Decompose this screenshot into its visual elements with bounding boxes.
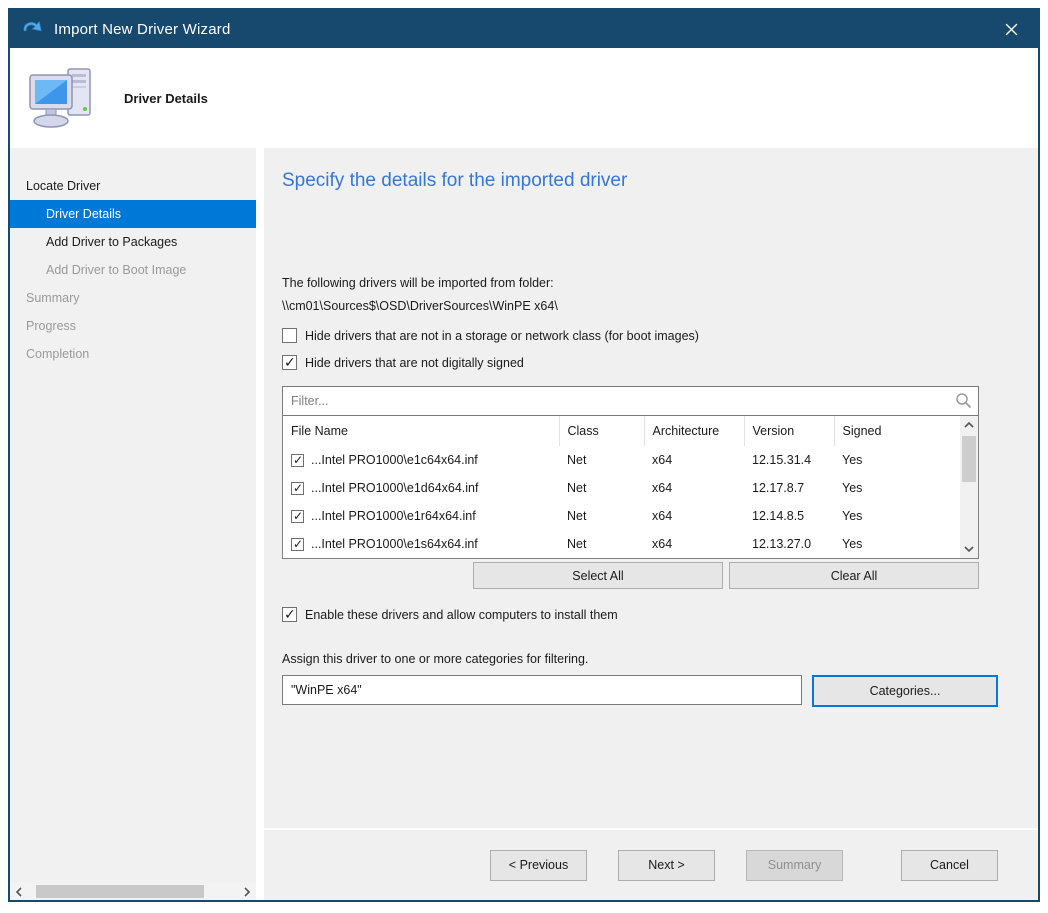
driver-row[interactable]: ...Intel PRO1000\e1c64x64.inf Net x64 12… — [283, 446, 962, 474]
row-checkbox[interactable] — [291, 481, 304, 495]
scroll-right-icon[interactable] — [238, 883, 256, 900]
architecture-cell: x64 — [652, 509, 673, 523]
wizard-header: Driver Details — [10, 48, 1038, 148]
step-summary: Summary — [26, 291, 80, 305]
hide-storage-checkbox[interactable] — [282, 328, 297, 343]
search-icon — [956, 393, 972, 409]
step-add-driver-to-boot-image: Add Driver to Boot Image — [46, 263, 187, 277]
enable-drivers-label: Enable these drivers and allow computers… — [305, 607, 618, 622]
signed-cell: Yes — [842, 537, 863, 551]
version-cell: 12.15.31.4 — [752, 453, 812, 467]
step-progress: Progress — [26, 319, 77, 333]
hide-unsigned-checkbox-row[interactable]: Hide drivers that are not digitally sign… — [282, 354, 1000, 371]
driver-row[interactable]: ...Intel PRO1000\e1d64x64.inf Net x64 12… — [283, 474, 962, 502]
row-checkbox[interactable] — [291, 509, 304, 523]
category-input[interactable] — [282, 675, 802, 705]
scroll-up-icon[interactable] — [960, 416, 978, 434]
summary-button: Summary — [746, 849, 843, 881]
class-cell: Net — [567, 481, 587, 495]
col-file-name[interactable]: File Name — [283, 416, 560, 446]
col-architecture[interactable]: Architecture — [644, 416, 745, 446]
assign-category-label: Assign this driver to one or more catego… — [282, 652, 589, 666]
version-cell: 12.13.27.0 — [752, 537, 812, 551]
architecture-cell: x64 — [652, 453, 673, 467]
scrollbar-thumb[interactable] — [36, 885, 204, 898]
filter-input[interactable] — [282, 386, 979, 416]
class-cell: Net — [567, 509, 587, 523]
cancel-button[interactable]: Cancel — [901, 849, 998, 881]
window-title: Import New Driver Wizard — [54, 20, 231, 38]
panel-divider — [256, 148, 264, 900]
scrollbar-thumb[interactable] — [962, 436, 976, 482]
col-class[interactable]: Class — [559, 416, 645, 446]
page-title: Driver Details — [124, 90, 208, 106]
enable-drivers-checkbox[interactable] — [282, 606, 297, 623]
step-locate-driver[interactable]: Locate Driver — [26, 179, 101, 193]
step-completion: Completion — [26, 347, 90, 361]
architecture-cell: x64 — [652, 537, 673, 551]
select-all-button[interactable]: Select All — [473, 562, 723, 589]
computer-icon — [29, 68, 91, 128]
step-add-driver-to-packages[interactable]: Add Driver to Packages — [46, 235, 178, 249]
architecture-cell: x64 — [652, 481, 673, 495]
sidebar-horizontal-scrollbar[interactable] — [10, 883, 256, 900]
signed-cell: Yes — [842, 453, 863, 467]
file-name-cell: ...Intel PRO1000\e1d64x64.inf — [311, 481, 479, 495]
content-heading: Specify the details for the imported dri… — [282, 170, 628, 191]
step-driver-details[interactable]: Driver Details — [10, 200, 256, 228]
driver-row[interactable]: ...Intel PRO1000\e1s64x64.inf Net x64 12… — [283, 530, 962, 558]
row-checkbox[interactable] — [291, 453, 304, 467]
signed-cell: Yes — [842, 509, 863, 523]
content-panel: Specify the details for the imported dri… — [264, 148, 1038, 828]
file-name-cell: ...Intel PRO1000\e1s64x64.inf — [311, 537, 478, 551]
driver-row[interactable]: ...Intel PRO1000\e1r64x64.inf Net x64 12… — [283, 502, 962, 530]
version-cell: 12.17.8.7 — [752, 481, 805, 495]
hide-storage-label: Hide drivers that are not in a storage o… — [305, 328, 699, 343]
col-signed[interactable]: Signed — [834, 416, 962, 446]
clear-all-button[interactable]: Clear All — [729, 562, 979, 589]
hide-unsigned-label: Hide drivers that are not digitally sign… — [305, 355, 524, 370]
import-folder-path: \\cm01\Sources$\OSD\DriverSources\WinPE … — [282, 299, 558, 313]
class-cell: Net — [567, 453, 587, 467]
table-header-row: File Name Class Architecture Version Sig… — [283, 416, 962, 446]
import-folder-intro: The following drivers will be imported f… — [282, 276, 554, 290]
previous-button[interactable]: < Previous — [490, 849, 587, 881]
row-checkbox[interactable] — [291, 537, 304, 551]
enable-drivers-checkbox-row[interactable]: Enable these drivers and allow computers… — [282, 606, 1000, 623]
close-button[interactable] — [996, 14, 1026, 44]
wizard-footer: < Previous Next > Summary Cancel — [264, 828, 1038, 900]
file-name-cell: ...Intel PRO1000\e1r64x64.inf — [311, 509, 476, 523]
hide-storage-checkbox-row[interactable]: Hide drivers that are not in a storage o… — [282, 328, 1000, 343]
col-version[interactable]: Version — [744, 416, 835, 446]
file-name-cell: ...Intel PRO1000\e1c64x64.inf — [311, 453, 478, 467]
import-driver-wizard-dialog: Import New Driver Wizard Driver Details … — [8, 8, 1040, 902]
drivers-table: File Name Class Architecture Version Sig… — [282, 416, 979, 559]
scroll-down-icon[interactable] — [960, 540, 978, 558]
signed-cell: Yes — [842, 481, 863, 495]
version-cell: 12.14.8.5 — [752, 509, 805, 523]
class-cell: Net — [567, 537, 587, 551]
scroll-left-icon[interactable] — [10, 883, 28, 900]
categories-button[interactable]: Categories... — [812, 675, 998, 707]
table-vertical-scrollbar[interactable] — [960, 416, 978, 558]
hide-unsigned-checkbox[interactable] — [282, 354, 297, 371]
scrollbar-track[interactable] — [28, 883, 238, 900]
close-icon — [1005, 23, 1017, 35]
scrollbar-track[interactable] — [960, 434, 978, 540]
next-button[interactable]: Next > — [618, 849, 715, 881]
wizard-steps-sidebar: Locate Driver Driver Details Add Driver … — [10, 148, 256, 900]
wizard-arrow-icon — [23, 20, 42, 32]
title-bar: Import New Driver Wizard — [10, 10, 1038, 48]
